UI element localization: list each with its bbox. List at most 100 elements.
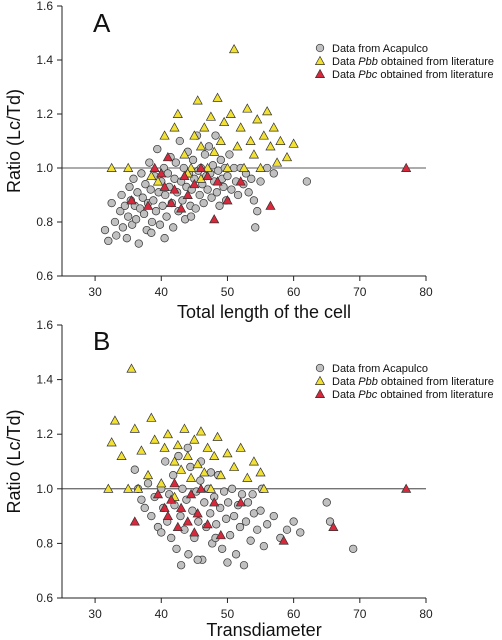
data-point — [139, 209, 149, 219]
data-point — [251, 223, 260, 232]
data-point — [195, 426, 207, 436]
data-point — [209, 497, 220, 507]
y-tick-label: 1.6 — [36, 318, 53, 332]
data-point — [215, 469, 226, 480]
data-point — [223, 498, 233, 507]
data-point — [227, 484, 237, 493]
x-tick-label: 40 — [155, 607, 169, 621]
x-tick-label: 70 — [353, 607, 367, 621]
data-point — [152, 489, 164, 499]
data-point — [268, 122, 279, 132]
data-point — [244, 188, 253, 197]
data-point — [200, 150, 210, 159]
data-point — [162, 428, 173, 439]
data-point — [191, 204, 200, 213]
data-point — [235, 522, 245, 532]
data-point — [179, 149, 190, 159]
data-point — [248, 456, 260, 466]
data-point — [243, 498, 253, 507]
data-point — [129, 174, 138, 183]
legend-label: Data from Acapulco — [332, 363, 428, 375]
panel-b: 0.6 0.8 1.0 1.2 1.4 1.6 30 40 50 60 70 80 Transdiame… — [4, 318, 494, 640]
data-point — [136, 445, 147, 455]
series-2 — [106, 43, 299, 186]
data-point — [258, 483, 269, 493]
data-point — [196, 476, 205, 485]
data-point — [172, 544, 181, 554]
data-point — [169, 184, 180, 194]
data-point — [169, 122, 180, 132]
data-point — [204, 142, 214, 151]
data-point — [153, 144, 162, 154]
data-point — [107, 198, 116, 208]
data-point — [176, 203, 187, 213]
data-point — [176, 464, 187, 474]
data-point — [269, 511, 278, 521]
data-point — [169, 478, 180, 488]
data-point — [259, 541, 269, 551]
data-point — [225, 108, 236, 118]
data-point — [175, 136, 184, 146]
data-point — [142, 469, 154, 480]
data-point — [151, 207, 161, 216]
data-point — [296, 528, 305, 537]
data-point — [203, 185, 212, 194]
data-point — [159, 442, 170, 452]
data-point — [145, 158, 154, 167]
y-tick-label: 1.2 — [36, 107, 53, 121]
x-tick-label: 30 — [88, 285, 102, 299]
data-point — [200, 498, 209, 507]
data-point — [208, 161, 218, 170]
data-point — [195, 162, 207, 172]
data-point — [253, 525, 262, 534]
data-point — [349, 544, 358, 554]
data-point — [116, 450, 127, 460]
data-point — [122, 234, 132, 243]
data-point — [221, 514, 231, 523]
data-point — [192, 459, 203, 469]
data-point — [156, 478, 167, 488]
data-point — [169, 471, 178, 480]
data-point — [176, 511, 185, 521]
data-point — [123, 162, 134, 172]
data-point — [248, 149, 260, 159]
data-point — [125, 182, 134, 192]
data-point — [169, 223, 178, 232]
data-point — [265, 141, 276, 151]
data-point — [212, 431, 223, 441]
data-point — [212, 520, 221, 529]
data-point — [275, 135, 286, 145]
data-point — [209, 450, 220, 460]
data-point — [235, 176, 246, 186]
data-point — [256, 506, 265, 515]
legend-label: Data from Acapulco — [332, 43, 428, 55]
data-point — [231, 550, 241, 559]
data-point — [167, 533, 176, 543]
data-point — [302, 177, 312, 186]
data-point — [199, 122, 210, 132]
data-point — [232, 141, 243, 151]
data-point — [160, 234, 169, 243]
data-point — [182, 516, 193, 526]
data-point — [215, 201, 224, 210]
data-point — [199, 467, 210, 477]
data-point — [229, 511, 239, 521]
y-axis-title: Ratio (Lc/Td) — [4, 89, 24, 193]
data-point — [278, 535, 289, 545]
data-point — [253, 207, 262, 216]
data-point — [245, 135, 256, 145]
data-point — [161, 190, 170, 200]
data-point — [209, 146, 220, 156]
y-tick-label: 1.0 — [36, 482, 53, 496]
data-point — [143, 479, 153, 488]
data-point — [133, 188, 142, 197]
data-point — [205, 111, 217, 121]
data-point — [146, 185, 155, 194]
data-point — [212, 176, 223, 186]
y-tick-label: 1.4 — [36, 373, 53, 387]
data-point — [134, 239, 143, 248]
data-point — [172, 439, 183, 450]
data-point — [124, 212, 133, 221]
data-point — [237, 490, 247, 499]
data-point — [233, 190, 243, 200]
